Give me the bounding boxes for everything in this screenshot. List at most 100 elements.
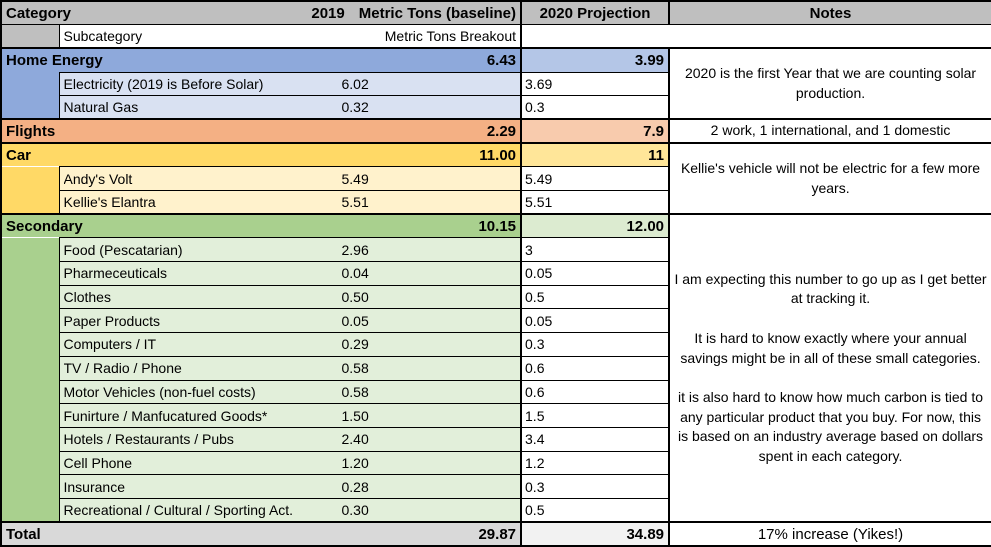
tv-radio-phone-cell[interactable]: TV / Radio / Phone 0.58 (58, 355, 522, 381)
subrow-natural-gas: Natural Gas 0.32 0.3 (1, 95, 991, 120)
home-energy-name: Home Energy (6, 51, 103, 69)
insurance-2019-value: 0.28 (341, 478, 369, 495)
secondary-band[interactable] (1, 237, 59, 523)
andys-volt-2020-cell[interactable]: 5.49 (520, 166, 671, 191)
car-category-cell[interactable]: Car 11.00 (0, 142, 522, 167)
computers-it-2020-cell[interactable]: 0.3 (520, 332, 671, 357)
subrow-kellies-elantra: Kellie's Elantra 5.51 5.51 (1, 190, 991, 215)
cell-phone-2020-cell[interactable]: 1.2 (520, 450, 671, 476)
furniture-cell[interactable]: Funirture / Manfucatured Goods* 1.50 (58, 403, 522, 428)
natural-gas-2019-value: 0.32 (341, 99, 369, 116)
hotels-cell[interactable]: Hotels / Restaurants / Pubs 2.40 (58, 426, 522, 452)
total-note-text: 17% increase (Yikes!) (757, 525, 904, 543)
secondary-2020-cell[interactable]: 12.00 (520, 213, 671, 239)
insurance-label: Insurance (63, 478, 125, 495)
paper-products-2019-value: 0.05 (341, 312, 369, 329)
kellies-elantra-2019-value: 5.51 (341, 194, 369, 211)
hotels-2020-cell[interactable]: 3.4 (520, 426, 671, 452)
subrow-cell-phone: Cell Phone 1.20 1.2 (1, 450, 991, 476)
pharmeceuticals-2020-cell[interactable]: 0.05 (520, 261, 671, 286)
flights-category-cell[interactable]: Flights 2.29 (0, 118, 522, 144)
total-2020-cell[interactable]: 34.89 (520, 521, 671, 547)
home-energy-band[interactable] (1, 72, 59, 120)
clothes-2019-value: 0.50 (341, 289, 369, 306)
subrow-computers-it: Computers / IT 0.29 0.3 (1, 332, 991, 357)
insurance-2020-cell[interactable]: 0.3 (520, 474, 671, 499)
secondary-note-cell[interactable]: I am expecting this number to go up as I… (668, 213, 991, 523)
header-2020-projection-cell[interactable]: 2020 Projection (520, 0, 671, 26)
pharmeceuticals-cell[interactable]: Pharmeceuticals 0.04 (58, 261, 522, 286)
subheader-band-cell[interactable] (0, 24, 60, 49)
subrow-furniture: Funirture / Manfucatured Goods* 1.50 1.5 (1, 403, 991, 428)
andys-volt-2019-value: 5.49 (341, 170, 369, 187)
subrow-andys-volt: Andy's Volt 5.49 5.49 (1, 166, 991, 215)
section-flights-row: Flights 2.29 7.9 2 work, 1 international… (0, 118, 991, 144)
paper-products-cell[interactable]: Paper Products 0.05 (58, 308, 522, 334)
recreational-label: Recreational / Cultural / Sporting Act. (63, 502, 294, 519)
hotels-2019-value: 2.40 (341, 431, 369, 448)
natural-gas-cell[interactable]: Natural Gas 0.32 (58, 95, 522, 120)
subrow-motor-vehicles: Motor Vehicles (non-fuel costs) 0.58 0.6 (1, 379, 991, 405)
clothes-2020-cell[interactable]: 0.5 (520, 284, 671, 310)
electricity-2020-cell[interactable]: 3.69 (520, 71, 671, 97)
car-band[interactable] (1, 166, 59, 215)
subrow-electricity: Electricity (2019 is Before Solar) 6.02 … (1, 71, 991, 120)
tv-radio-phone-label: TV / Radio / Phone (63, 360, 182, 377)
natural-gas-2020-cell[interactable]: 0.3 (520, 95, 671, 120)
motor-vehicles-2019-value: 0.58 (341, 383, 369, 400)
motor-vehicles-cell[interactable]: Motor Vehicles (non-fuel costs) 0.58 (58, 379, 522, 405)
insurance-cell[interactable]: Insurance 0.28 (58, 474, 522, 499)
food-2019-value: 2.96 (341, 241, 369, 258)
total-2019-value: 29.87 (478, 525, 517, 543)
subheader-empty-cell[interactable] (520, 24, 991, 49)
tv-radio-phone-2019-value: 0.58 (341, 360, 369, 377)
header-category-cell[interactable]: Category 2019 Metric Tons (baseline) (0, 0, 522, 26)
subcategory-label: Subcategory (63, 28, 143, 45)
paper-products-2020-cell[interactable]: 0.05 (520, 308, 671, 334)
recreational-2020-cell[interactable]: 0.5 (520, 497, 671, 523)
flights-note-cell[interactable]: 2 work, 1 international, and 1 domestic (668, 118, 991, 144)
electricity-label: Electricity (2019 is Before Solar) (63, 75, 264, 92)
tv-radio-phone-2020-cell[interactable]: 0.6 (520, 355, 671, 381)
car-2020-cell[interactable]: 11 (520, 142, 671, 168)
motor-vehicles-2020-cell[interactable]: 0.6 (520, 379, 671, 405)
subrow-recreational: Recreational / Cultural / Sporting Act. 0… (1, 497, 991, 523)
computers-it-cell[interactable]: Computers / IT 0.29 (58, 332, 522, 357)
food-cell[interactable]: Food (Pescatarian) 2.96 (58, 237, 522, 263)
andys-volt-label: Andy's Volt (63, 170, 133, 187)
hotels-label: Hotels / Restaurants / Pubs (63, 431, 234, 448)
computers-it-label: Computers / IT (63, 336, 157, 353)
home-energy-2020-cell[interactable]: 3.99 (520, 47, 671, 73)
header-notes-cell[interactable]: Notes (668, 0, 991, 26)
food-label: Food (Pescatarian) (63, 241, 183, 258)
total-category-cell[interactable]: Total 29.87 (0, 521, 522, 546)
kellies-elantra-cell[interactable]: Kellie's Elantra 5.51 (58, 190, 522, 215)
flights-2020-cell[interactable]: 7.9 (520, 118, 671, 144)
home-energy-note-cell[interactable]: 2020 is the first Year that we are count… (668, 47, 991, 120)
electricity-2019-value: 6.02 (341, 75, 369, 92)
secondary-2019-value: 10.15 (478, 217, 517, 235)
car-note-cell[interactable]: Kellie's vehicle will not be electric fo… (668, 142, 991, 215)
cell-phone-label: Cell Phone (63, 454, 133, 471)
header-2019-label: 2019 (311, 4, 345, 22)
kellies-elantra-2020-cell[interactable]: 5.51 (520, 190, 671, 215)
subheader-subcategory-cell[interactable]: Subcategory Metric Tons Breakout (58, 24, 522, 49)
furniture-2020-cell[interactable]: 1.5 (520, 403, 671, 428)
clothes-cell[interactable]: Clothes 0.50 (58, 284, 522, 310)
secondary-name: Secondary (6, 217, 83, 235)
andys-volt-cell[interactable]: Andy's Volt 5.49 (58, 166, 522, 191)
secondary-note-paragraph-1: I am expecting this number to go up as I… (674, 270, 987, 307)
furniture-2019-value: 1.50 (341, 407, 369, 424)
secondary-category-cell[interactable]: Secondary 10.15 (0, 213, 522, 238)
food-2020-cell[interactable]: 3 (520, 237, 671, 263)
home-energy-category-cell[interactable]: Home Energy 6.43 (0, 47, 522, 73)
flights-2019-value: 2.29 (486, 122, 517, 140)
electricity-cell[interactable]: Electricity (2019 is Before Solar) 6.02 (58, 71, 522, 97)
total-note-cell[interactable]: 17% increase (Yikes!) (668, 521, 991, 547)
cell-phone-cell[interactable]: Cell Phone 1.20 (58, 450, 522, 476)
clothes-label: Clothes (63, 289, 111, 306)
recreational-2019-value: 0.30 (341, 502, 369, 519)
home-energy-2019-value: 6.43 (486, 51, 517, 69)
recreational-cell[interactable]: Recreational / Cultural / Sporting Act. 0… (58, 497, 522, 523)
